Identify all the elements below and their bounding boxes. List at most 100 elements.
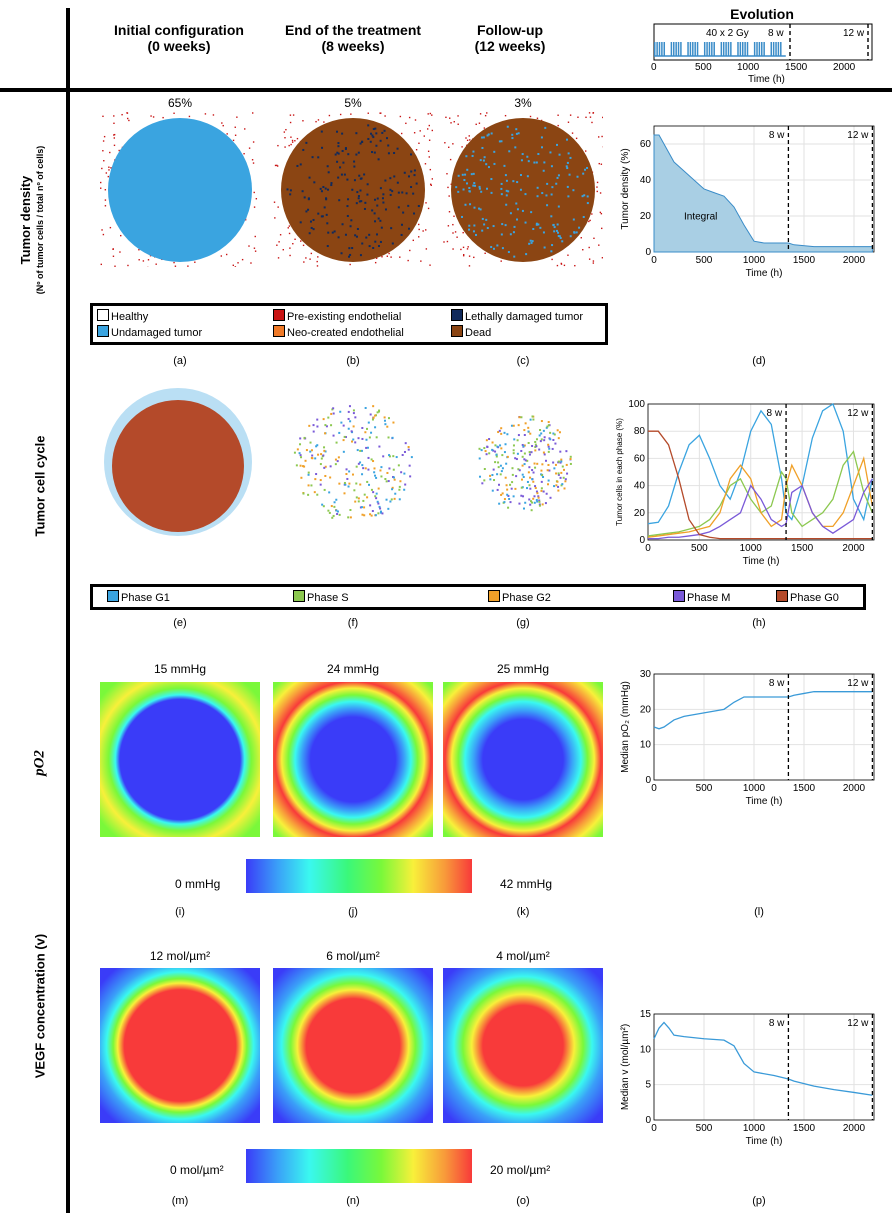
cell-dot — [325, 198, 328, 201]
endothelial-dot — [234, 134, 237, 136]
cell-dot — [516, 208, 519, 211]
cell-dot — [495, 455, 498, 458]
cell-dot — [366, 496, 369, 499]
endothelial-dot — [580, 237, 582, 239]
cell-dot — [505, 179, 508, 182]
endothelial-dot — [108, 166, 110, 168]
cell-dot — [396, 147, 399, 150]
endothelial-dot — [113, 137, 116, 139]
endothelial-dot — [445, 116, 447, 119]
cell-dot — [515, 458, 518, 461]
cell-dot — [371, 209, 374, 212]
cell-dot — [305, 449, 308, 452]
endothelial-dot — [425, 202, 427, 204]
cell-dot — [367, 421, 370, 424]
endothelial-dot — [296, 137, 299, 140]
cell-dot — [340, 421, 343, 424]
cell-dot — [547, 483, 550, 486]
endothelial-dot — [288, 144, 290, 147]
cell-dot — [472, 230, 475, 233]
cell-dot — [375, 144, 378, 147]
cell-dot — [380, 466, 383, 469]
cell-dot — [509, 212, 512, 215]
cell-dot — [359, 461, 362, 464]
cell-dot — [337, 176, 340, 179]
endothelial-dot — [310, 252, 313, 255]
endothelial-dot — [569, 114, 572, 116]
cell-dot — [543, 439, 546, 442]
series-line — [653, 1021, 873, 1096]
cell-dot — [518, 502, 521, 505]
fraction-bar — [663, 42, 666, 56]
endothelial-dot — [142, 260, 145, 262]
cell-dot — [398, 485, 401, 488]
cell-dot — [353, 179, 356, 182]
cell-dot — [330, 182, 333, 185]
endothelial-dot — [234, 266, 237, 267]
cell-dot — [377, 502, 380, 505]
cell-dot — [566, 185, 569, 188]
vegf-map-0w — [100, 968, 260, 1123]
legend-item: Phase S — [293, 590, 349, 604]
cell-dot — [381, 512, 384, 515]
cell-dot — [535, 498, 538, 501]
endothelial-dot — [113, 122, 115, 124]
cell-dot — [552, 223, 555, 226]
cell-dot — [472, 150, 475, 153]
po2-value-12w: 25 mmHg — [496, 662, 549, 676]
endothelial-dot — [591, 213, 593, 215]
cell-dot — [335, 509, 338, 512]
column-header-end: End of the treatment (8 weeks) — [284, 22, 422, 54]
cell-dot — [524, 193, 527, 196]
cell-dot — [369, 504, 372, 507]
cell-dot — [367, 456, 370, 459]
fraction-bar — [722, 42, 725, 56]
endothelial-dot — [560, 262, 563, 265]
cell-dot — [527, 426, 530, 429]
fraction-bar — [727, 42, 730, 56]
endothelial-dot — [317, 256, 319, 258]
cell-dot — [300, 476, 303, 479]
legend-item: Dead — [451, 325, 491, 339]
cell-dot — [340, 252, 343, 255]
cell-dot — [312, 424, 315, 427]
cell-dot — [541, 146, 544, 149]
y-axis-label: Median v (mol/µm²) — [620, 1024, 631, 1110]
cell-dot — [566, 161, 569, 164]
endothelial-dot — [294, 238, 296, 240]
endothelial-dot — [220, 255, 223, 257]
cell-dot — [528, 453, 531, 456]
endothelial-dot — [465, 137, 467, 139]
cell-dot — [560, 460, 563, 463]
cell-dot — [314, 478, 317, 481]
cell-dot — [358, 174, 361, 177]
time-marker-label: 8 w — [769, 130, 785, 141]
fraction-bar — [746, 42, 749, 56]
cell-dot — [379, 510, 382, 513]
fraction-bar — [753, 42, 756, 56]
cell-dot — [338, 482, 341, 485]
legend-item: Neo-created endothelial — [273, 325, 404, 339]
cell-dot — [354, 234, 357, 237]
cell-dot — [389, 500, 392, 503]
cell-dot — [361, 426, 364, 429]
cell-dot — [336, 160, 339, 163]
endothelial-dot — [473, 256, 475, 259]
legend-swatch — [451, 325, 463, 337]
y-tick-label: 5 — [645, 1080, 651, 1091]
cell-dot — [315, 473, 318, 476]
cell-dot — [362, 467, 365, 470]
cell-dot — [559, 236, 562, 239]
legend-item: Phase G1 — [107, 590, 170, 604]
endothelial-dot — [276, 244, 278, 246]
endothelial-dot — [598, 244, 600, 246]
endothelial-dot — [279, 234, 282, 236]
endothelial-dot — [596, 190, 598, 193]
phase-legend: Phase G1 Phase S Phase G2 Phase M Phase … — [90, 584, 866, 610]
cell-dot — [303, 465, 306, 468]
cell-dot — [325, 213, 328, 216]
cell-dot — [564, 478, 567, 481]
cell-dot — [530, 509, 533, 512]
cell-dot — [403, 472, 406, 475]
cell-dot — [483, 468, 486, 471]
